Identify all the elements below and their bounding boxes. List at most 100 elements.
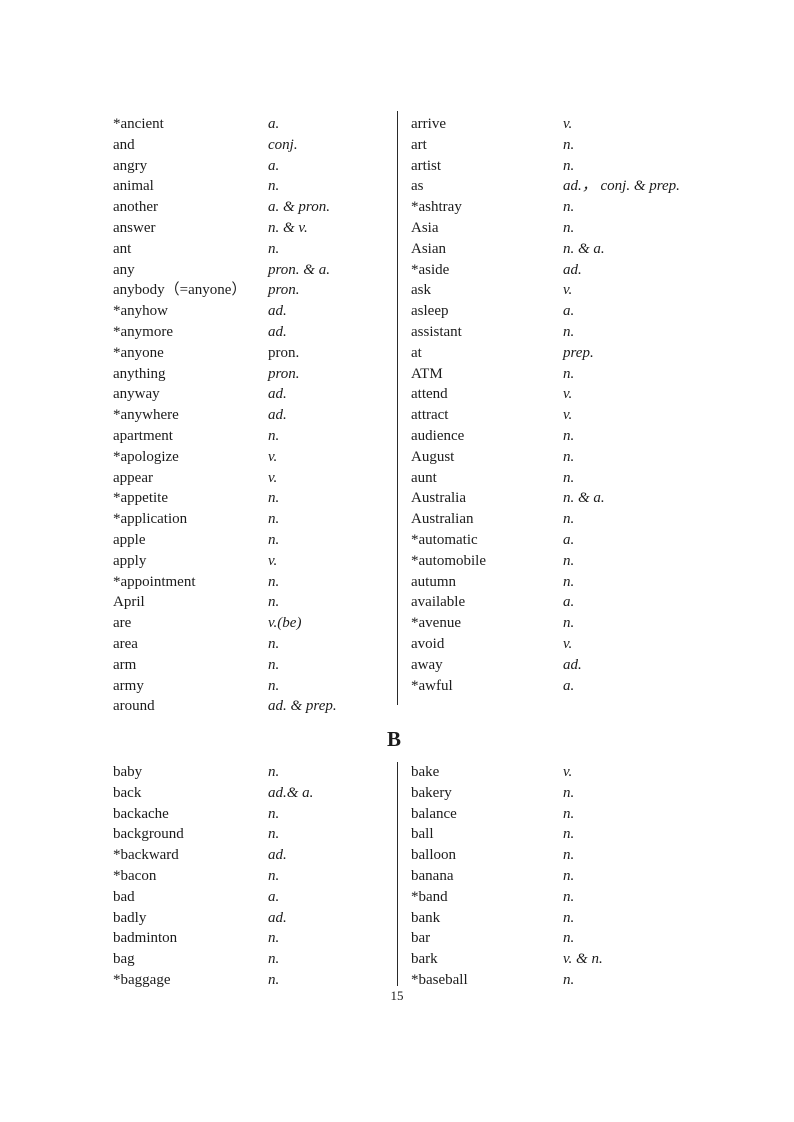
word-row: Asia n. xyxy=(411,218,697,239)
word-text: assistant xyxy=(411,323,462,340)
word-row: around ad. & prep. xyxy=(113,696,399,717)
part-of-speech-text: ad. xyxy=(563,261,582,278)
section-b-heading: B xyxy=(386,727,401,751)
part-of-speech-text: ad. xyxy=(268,847,287,864)
page-number: 15 xyxy=(390,988,404,1003)
part-of-speech-text: n. xyxy=(268,764,280,780)
word-row: are v.(be) xyxy=(113,613,399,634)
part-of-speech-text: ad. xyxy=(563,656,582,673)
part-of-speech-text: n. xyxy=(268,240,280,257)
part-of-speech-text: n. xyxy=(268,951,280,968)
part-of-speech-text: pron. xyxy=(268,365,300,382)
word-text: background xyxy=(113,826,184,843)
part-of-speech-text: n. xyxy=(268,930,280,947)
word-text: *automobile xyxy=(411,552,486,569)
part-of-speech-text: n. xyxy=(268,427,280,444)
word-row: attract v. xyxy=(411,405,697,426)
word-row: area n. xyxy=(113,634,399,655)
word-text: baby xyxy=(113,764,143,780)
word-row: ATM n. xyxy=(411,364,697,385)
part-of-speech-text: a. & pron. xyxy=(268,199,330,216)
part-of-speech-text: n. xyxy=(563,573,575,590)
word-row: angry a. xyxy=(113,156,399,177)
word-row: *application n. xyxy=(113,509,399,530)
word-text: at xyxy=(411,344,422,361)
part-of-speech-text: prep. xyxy=(563,344,594,361)
word-row: baby n. xyxy=(113,762,399,783)
word-text: *baggage xyxy=(113,971,171,988)
part-of-speech-text: v. xyxy=(563,407,573,424)
word-text: bag xyxy=(113,951,135,968)
word-row: autumn n. xyxy=(411,572,697,593)
word-text: *baseball xyxy=(411,971,468,988)
word-row: aunt n. xyxy=(411,468,697,489)
part-of-speech-text: n. xyxy=(268,178,280,195)
word-text: *appointment xyxy=(113,573,196,590)
word-row: ball n. xyxy=(411,824,697,845)
word-text: badly xyxy=(113,909,147,926)
word-text: appear xyxy=(113,469,153,486)
part-of-speech-text: v. xyxy=(268,469,278,486)
word-row: *awful a. xyxy=(411,676,697,697)
word-text: ant xyxy=(113,240,132,257)
word-row: background n. xyxy=(113,824,399,845)
word-row: ant n. xyxy=(113,239,399,260)
word-row: balance n. xyxy=(411,804,697,825)
word-row: April n. xyxy=(113,592,399,613)
word-row: audience n. xyxy=(411,426,697,447)
word-text: *anyhow xyxy=(113,303,168,320)
part-of-speech-text: n. xyxy=(268,490,280,507)
word-row: *anyone pron. xyxy=(113,343,399,364)
word-row: *appointment n. xyxy=(113,572,399,593)
word-text: *anyone xyxy=(113,344,164,361)
word-row: artist n. xyxy=(411,156,697,177)
word-row: *band n. xyxy=(411,887,697,908)
word-text: around xyxy=(113,698,155,715)
part-of-speech-text: a. xyxy=(563,531,575,548)
word-text: audience xyxy=(411,427,465,444)
word-text: banana xyxy=(411,867,454,884)
word-text: *band xyxy=(411,888,448,905)
part-of-speech-text: n. xyxy=(268,511,280,528)
word-row: Asian n. & a. xyxy=(411,239,697,260)
word-row: arrive v. xyxy=(411,114,697,135)
word-text: balance xyxy=(411,805,457,822)
word-row: bad a. xyxy=(113,887,399,908)
word-row: banana n. xyxy=(411,866,697,887)
part-of-speech-text: n. xyxy=(563,199,575,216)
part-of-speech-text: v. xyxy=(563,764,573,780)
word-row: *automobile n. xyxy=(411,551,697,572)
word-text: apply xyxy=(113,552,147,569)
part-of-speech-text: ad. xyxy=(268,323,287,340)
word-text: apple xyxy=(113,531,146,548)
part-of-speech-text: n. xyxy=(563,826,575,843)
word-row: *anywhere ad. xyxy=(113,405,399,426)
word-row: anybody（=anyone） pron. xyxy=(113,280,399,301)
part-of-speech-text: n. xyxy=(268,635,280,652)
part-of-speech-text: a. xyxy=(268,888,280,905)
word-row: Australian n. xyxy=(411,509,697,530)
part-of-speech-text: n. xyxy=(563,552,575,569)
part-of-speech-text: ad. & prep. xyxy=(268,698,337,715)
word-row: *baseball n. xyxy=(411,970,697,991)
word-text: bank xyxy=(411,909,441,926)
word-text: animal xyxy=(113,178,154,195)
word-row: away ad. xyxy=(411,655,697,676)
word-row: *backward ad. xyxy=(113,845,399,866)
word-text: arrive xyxy=(411,116,446,132)
word-text: bake xyxy=(411,764,440,780)
part-of-speech-text: n. xyxy=(563,511,575,528)
word-text: available xyxy=(411,594,466,611)
word-row: attend v. xyxy=(411,384,697,405)
word-text: as xyxy=(411,178,424,195)
section-a-left-column: *ancient a. and conj. angry a. animal n.… xyxy=(113,114,399,717)
word-row: at prep. xyxy=(411,343,697,364)
word-text: *automatic xyxy=(411,531,478,548)
part-of-speech-text: ad. xyxy=(268,386,287,403)
part-of-speech-text: n. xyxy=(563,448,575,465)
word-text: bakery xyxy=(411,784,452,801)
word-row: August n. xyxy=(411,447,697,468)
word-text: another xyxy=(113,199,158,216)
word-text: ball xyxy=(411,826,434,843)
word-row: another a. & pron. xyxy=(113,197,399,218)
